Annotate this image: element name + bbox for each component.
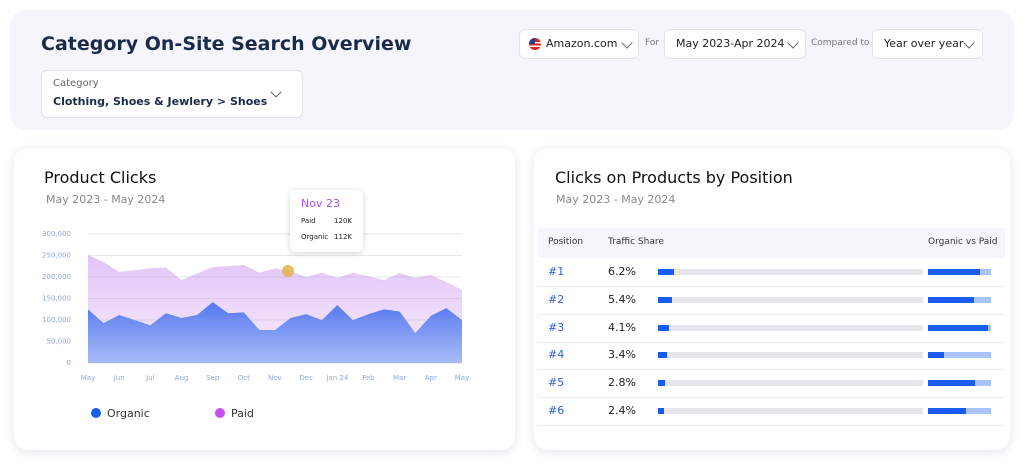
x-tick-label: Dec	[299, 374, 313, 382]
chart-subtitle: May 2023 - May 2024	[46, 193, 166, 206]
page-title: Category On-Site Search Overview	[41, 33, 412, 55]
tooltip-box	[290, 190, 363, 252]
x-tick-label: May	[455, 374, 469, 382]
organic-bar	[928, 380, 976, 387]
share-label: 2.4%	[608, 404, 636, 417]
share-bar	[658, 380, 666, 387]
category-value: Clothing, Shoes & Jewlery > Shoes	[53, 95, 268, 108]
header-cell: Position	[548, 237, 584, 247]
chart: 0 50,000 100,000 150,000 200,000 250,000 300,0…	[42, 190, 469, 420]
y-tick-label: 200,000	[42, 273, 71, 281]
organic-bar	[928, 408, 966, 414]
x-tick-label: Aug	[175, 374, 189, 382]
legend-swatch	[215, 408, 225, 418]
tooltip-value: 112K	[334, 233, 352, 241]
category-label: Category	[53, 78, 99, 89]
x-tick-label: Mar	[393, 374, 406, 382]
row-divider	[538, 397, 1005, 399]
position: #5	[548, 376, 565, 390]
position: #1	[548, 265, 565, 278]
tooltip-value: 120K	[334, 217, 352, 225]
share-track	[658, 352, 923, 359]
share-track	[658, 296, 923, 303]
date-range: May 2023-Apr 2024	[676, 37, 785, 50]
share-track	[658, 408, 923, 414]
row-divider	[538, 369, 1005, 371]
x-tick-label: Jan 24	[325, 374, 348, 382]
position-title: Clicks on Products by Position	[555, 168, 793, 187]
share-track	[658, 380, 923, 387]
x-tick-label: Apr	[425, 374, 437, 382]
position: #4	[548, 348, 565, 362]
share-label: 5.4%	[608, 292, 636, 306]
date-dropdown[interactable]: May 2023-Apr 2024	[664, 29, 806, 59]
compared-label: Compared to	[811, 38, 870, 48]
x-tick-label: Oct	[238, 374, 250, 382]
share-label: 2.8%	[608, 376, 636, 390]
position: #3	[548, 320, 565, 334]
legend-label: Paid	[231, 407, 254, 420]
share-track	[658, 269, 923, 275]
legend-label: Organic	[107, 407, 150, 420]
mix-track	[928, 352, 991, 359]
y-tick-label: 300,000	[42, 230, 71, 238]
tooltip-label: Paid	[301, 217, 316, 225]
y-tick-label: 250,000	[42, 252, 71, 260]
chart-title: Product Clicks	[44, 168, 157, 187]
area	[88, 301, 462, 363]
row-divider	[538, 425, 1005, 426]
share-bar	[658, 408, 665, 414]
row-divider	[538, 286, 1005, 287]
y-tick-label: 0	[67, 359, 71, 367]
flag-icon	[529, 38, 541, 50]
share-bar	[658, 352, 667, 359]
share-label: 6.2%	[608, 265, 636, 278]
row-divider	[538, 341, 1005, 343]
share-bar	[658, 324, 669, 331]
y-tick-label: 150,000	[42, 295, 71, 303]
x-tick-label: Feb	[362, 374, 375, 382]
position: #2	[548, 292, 565, 306]
x-tick-label: Jun	[113, 374, 125, 382]
row-divider	[538, 313, 1005, 315]
x-tick-label: Jul	[145, 374, 155, 382]
x-tick-label: May	[81, 374, 95, 382]
y-tick-label: 50,000	[47, 338, 72, 346]
organic-bar	[928, 352, 944, 359]
tooltip-title: Nov 23	[301, 197, 340, 210]
x-tick-label: Nov	[268, 374, 282, 382]
header-cell: Organic vs Paid	[928, 237, 998, 247]
legend-swatch	[91, 408, 101, 418]
share-bar	[658, 269, 675, 275]
position-subtitle: May 2023 - May 2024	[556, 193, 676, 206]
position: #6	[548, 404, 565, 417]
organic-bar	[928, 269, 980, 275]
y-tick-label: 100,000	[42, 316, 71, 324]
marketplace: Amazon.com	[546, 37, 618, 50]
table-header	[538, 228, 1005, 258]
for-label: For	[645, 38, 660, 48]
header-cell: Traffic Share	[608, 237, 664, 247]
area	[88, 255, 462, 333]
tooltip-label: Organic	[301, 233, 328, 241]
share-label: 3.4%	[608, 348, 636, 362]
category-dropdown[interactable]: Category Clothing, Shoes & Jewlery > Sho…	[41, 70, 303, 118]
hover-dot	[282, 265, 294, 277]
organic-bar	[928, 324, 988, 331]
share-track	[658, 324, 923, 331]
comparison-dropdown[interactable]: Year over year	[872, 29, 983, 59]
share-bar	[658, 296, 673, 303]
share-label: 4.1%	[608, 320, 636, 334]
marketplace-dropdown[interactable]: Amazon.com	[519, 29, 639, 59]
organic-bar	[928, 296, 974, 303]
x-tick-label: Sep	[206, 374, 220, 382]
comparison: Year over year	[884, 37, 964, 50]
